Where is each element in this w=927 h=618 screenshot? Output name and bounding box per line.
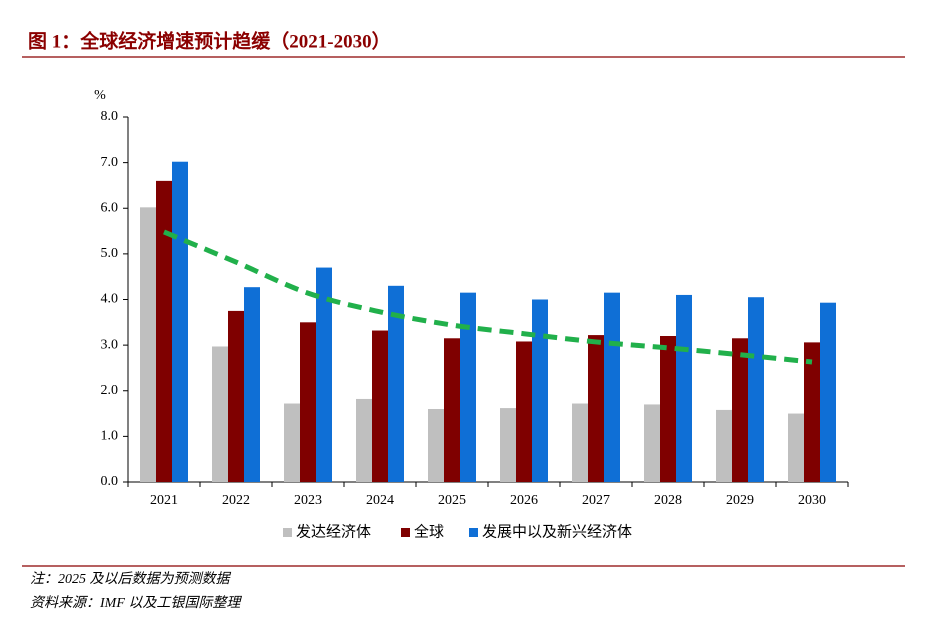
chart-title: 图 1：全球经济增速预计趋缓（2021-2030）	[28, 29, 391, 52]
bar	[388, 285, 404, 482]
legend-swatch	[283, 528, 292, 537]
x-tick-label: 2027	[582, 493, 610, 508]
bar	[300, 322, 316, 482]
y-tick-label: 6.0	[101, 200, 119, 215]
bar	[788, 413, 804, 482]
bar	[284, 403, 300, 482]
bar	[748, 297, 764, 482]
bar	[588, 335, 604, 482]
bar	[244, 287, 260, 482]
bar	[140, 207, 156, 482]
x-tick-label: 2023	[294, 493, 322, 508]
bar	[604, 292, 620, 482]
bar	[804, 342, 820, 482]
bar	[444, 338, 460, 482]
bar	[500, 408, 516, 482]
bar	[572, 403, 588, 482]
bar	[316, 267, 332, 482]
y-tick-label: 7.0	[101, 155, 119, 170]
y-tick-label: 8.0	[101, 109, 119, 124]
x-tick-label: 2029	[726, 493, 754, 508]
bar	[660, 336, 676, 482]
trend-line	[163, 229, 813, 365]
note: 注：2025 及以后数据为预测数据	[30, 571, 231, 587]
bar	[676, 294, 692, 482]
bar	[172, 161, 188, 482]
bar	[820, 302, 836, 482]
bar	[532, 299, 548, 482]
x-tick-label: 2028	[654, 493, 682, 508]
y-unit: %	[94, 88, 106, 103]
legend-swatch	[401, 528, 410, 537]
bar	[228, 310, 244, 482]
y-tick-label: 0.0	[101, 474, 119, 489]
x-tick-label: 2026	[510, 493, 538, 508]
legend-swatch	[469, 528, 478, 537]
bar	[356, 398, 372, 482]
x-tick-label: 2025	[438, 493, 466, 508]
x-tick-label: 2024	[366, 493, 394, 508]
y-tick-label: 1.0	[101, 429, 119, 444]
y-tick-label: 5.0	[101, 246, 119, 261]
bar	[460, 292, 476, 482]
legend-label: 发展中以及新兴经济体	[482, 523, 632, 540]
bar	[428, 409, 444, 482]
bar	[644, 404, 660, 482]
y-tick-label: 4.0	[101, 292, 119, 307]
source: 资料来源：IMF 以及工银国际整理	[30, 595, 242, 611]
bar	[732, 338, 748, 482]
y-tick-label: 3.0	[101, 337, 119, 352]
legend-label: 发达经济体	[296, 523, 371, 540]
bar	[716, 409, 732, 482]
bar	[372, 330, 388, 482]
bar	[516, 341, 532, 482]
bar	[212, 346, 228, 482]
y-tick-label: 2.0	[101, 383, 119, 398]
bar	[156, 180, 172, 482]
legend-label: 全球	[414, 522, 444, 540]
x-tick-label: 2021	[150, 493, 178, 508]
x-tick-label: 2030	[798, 493, 826, 508]
x-tick-label: 2022	[222, 493, 250, 508]
